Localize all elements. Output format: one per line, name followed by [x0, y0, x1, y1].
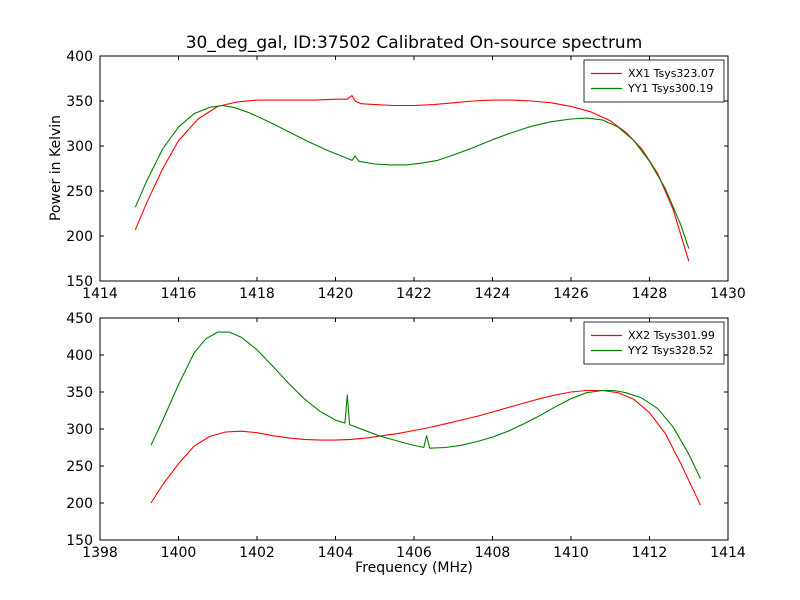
y-tick-label: 300	[66, 139, 93, 155]
figure-title: 30_deg_gal, ID:37502 Calibrated On-sourc…	[185, 33, 643, 53]
x-tick-label: 1414	[82, 286, 118, 302]
x-tick-label: 1428	[632, 286, 668, 302]
top-plot-ylabel: Power in Kelvin	[48, 114, 64, 222]
bottom-plot-xlabel: Frequency (MHz)	[355, 560, 473, 576]
x-tick-label: 1400	[161, 545, 197, 561]
series-line-yy2	[150, 331, 701, 479]
y-tick-label: 400	[66, 49, 93, 65]
legend-label: YY2 Tsys328.52	[627, 344, 713, 357]
x-tick-label: 1414	[710, 545, 746, 561]
x-tick-label: 1406	[396, 545, 432, 561]
x-tick-label: 1404	[318, 545, 354, 561]
y-tick-label: 250	[66, 459, 93, 475]
y-tick-label: 300	[66, 422, 93, 438]
legend-box-1	[583, 321, 725, 365]
x-tick-label: 1422	[396, 286, 432, 302]
y-tick-label: 350	[66, 385, 93, 401]
y-tick-label: 400	[66, 348, 93, 364]
y-tick-label: 200	[66, 229, 93, 245]
x-tick-label: 1424	[475, 286, 511, 302]
legend-label: XX2 Tsys301.99	[628, 329, 715, 342]
x-tick-label: 1412	[632, 545, 668, 561]
series-line-xx2	[150, 389, 701, 506]
x-tick-label: 1426	[553, 286, 589, 302]
x-tick-label: 1410	[553, 545, 589, 561]
y-tick-label: 150	[66, 274, 93, 290]
legend-box-0	[583, 59, 725, 103]
y-tick-label: 150	[66, 533, 93, 549]
y-tick-label: 250	[66, 184, 93, 200]
x-tick-label: 1420	[318, 286, 354, 302]
series-line-yy1	[134, 104, 690, 249]
x-tick-label: 1408	[475, 545, 511, 561]
legend-label: YY1 Tsys300.19	[627, 82, 713, 95]
x-tick-label: 1398	[82, 545, 118, 561]
legend-label: XX1 Tsys323.07	[628, 67, 715, 80]
x-tick-label: 1430	[710, 286, 746, 302]
x-tick-label: 1418	[239, 286, 275, 302]
y-tick-label: 450	[66, 311, 93, 327]
x-tick-label: 1416	[161, 286, 197, 302]
series-line-xx1	[134, 95, 690, 262]
y-tick-label: 200	[66, 496, 93, 512]
x-tick-label: 1402	[239, 545, 275, 561]
y-tick-label: 350	[66, 94, 93, 110]
